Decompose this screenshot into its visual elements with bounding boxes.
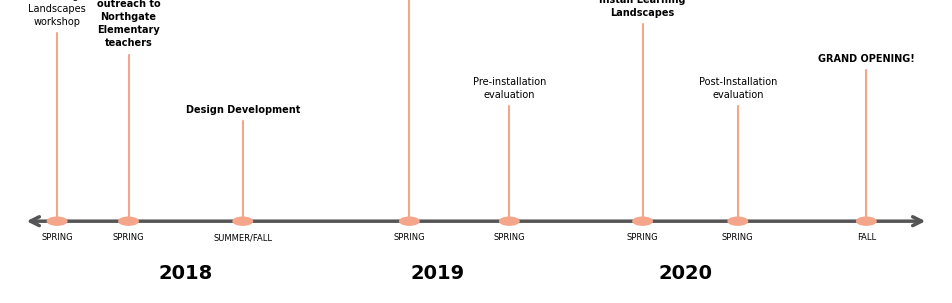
Ellipse shape (727, 216, 748, 226)
Text: GRAND OPENING!: GRAND OPENING! (818, 54, 915, 64)
Text: 2020: 2020 (659, 264, 712, 283)
Ellipse shape (47, 216, 68, 226)
Text: Install Learning
Landscapes: Install Learning Landscapes (600, 0, 685, 18)
Text: Inital
outreach to
Northgate
Elementary
teachers: Inital outreach to Northgate Elementary … (97, 0, 160, 48)
Text: Pre-installation
evaluation: Pre-installation evaluation (472, 77, 546, 100)
Text: SPRING: SPRING (112, 233, 145, 242)
Text: FALL: FALL (857, 233, 876, 242)
Text: Inital
Learning
Landscapes
workshop: Inital Learning Landscapes workshop (29, 0, 86, 27)
Ellipse shape (118, 216, 139, 226)
Text: SPRING: SPRING (493, 233, 526, 242)
Text: 2018: 2018 (159, 264, 212, 283)
Ellipse shape (232, 216, 253, 226)
Text: SPRING: SPRING (41, 233, 73, 242)
Text: Design Development: Design Development (186, 105, 300, 115)
Ellipse shape (856, 216, 877, 226)
Text: SPRING: SPRING (626, 233, 659, 242)
Text: SPRING: SPRING (393, 233, 426, 242)
Ellipse shape (632, 216, 653, 226)
Text: 2019: 2019 (411, 264, 465, 283)
Text: Post-Installation
evaluation: Post-Installation evaluation (699, 77, 777, 100)
Ellipse shape (499, 216, 520, 226)
Ellipse shape (399, 216, 420, 226)
Text: SPRING: SPRING (722, 233, 754, 242)
Text: SUMMER/FALL: SUMMER/FALL (213, 233, 272, 242)
